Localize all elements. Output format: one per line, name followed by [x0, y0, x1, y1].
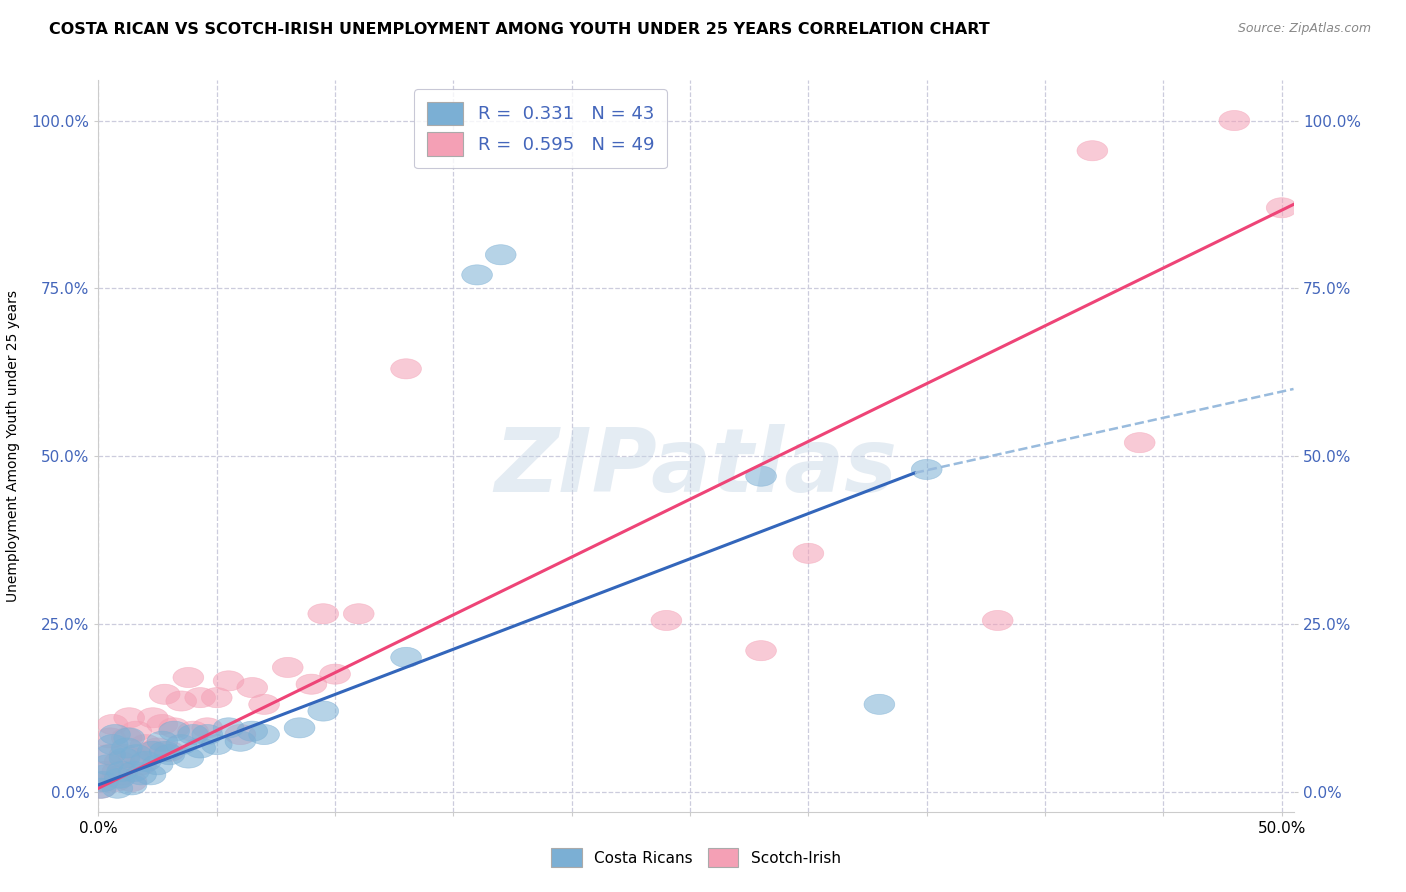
- Ellipse shape: [118, 748, 149, 768]
- Ellipse shape: [86, 778, 117, 798]
- Ellipse shape: [138, 707, 169, 728]
- Ellipse shape: [148, 731, 177, 751]
- Ellipse shape: [100, 772, 131, 791]
- Ellipse shape: [391, 648, 422, 667]
- Ellipse shape: [184, 738, 215, 758]
- Ellipse shape: [125, 755, 156, 775]
- Ellipse shape: [191, 724, 222, 745]
- Ellipse shape: [135, 741, 166, 762]
- Ellipse shape: [166, 734, 197, 755]
- Ellipse shape: [149, 684, 180, 705]
- Ellipse shape: [191, 718, 222, 738]
- Ellipse shape: [184, 688, 215, 707]
- Ellipse shape: [249, 694, 280, 714]
- Ellipse shape: [201, 688, 232, 707]
- Y-axis label: Unemployment Among Youth under 25 years: Unemployment Among Youth under 25 years: [6, 290, 20, 602]
- Ellipse shape: [297, 674, 326, 694]
- Ellipse shape: [461, 265, 492, 285]
- Ellipse shape: [131, 734, 162, 755]
- Ellipse shape: [97, 734, 128, 755]
- Ellipse shape: [86, 778, 117, 798]
- Ellipse shape: [94, 728, 125, 748]
- Ellipse shape: [149, 741, 180, 762]
- Ellipse shape: [485, 244, 516, 265]
- Ellipse shape: [111, 738, 142, 758]
- Ellipse shape: [166, 691, 197, 711]
- Ellipse shape: [90, 764, 121, 785]
- Ellipse shape: [308, 701, 339, 721]
- Ellipse shape: [93, 755, 124, 775]
- Ellipse shape: [111, 728, 142, 748]
- Ellipse shape: [155, 741, 184, 762]
- Ellipse shape: [983, 610, 1014, 631]
- Ellipse shape: [343, 604, 374, 624]
- Ellipse shape: [745, 640, 776, 661]
- Ellipse shape: [273, 657, 304, 678]
- Ellipse shape: [114, 728, 145, 748]
- Text: COSTA RICAN VS SCOTCH-IRISH UNEMPLOYMENT AMONG YOUTH UNDER 25 YEARS CORRELATION : COSTA RICAN VS SCOTCH-IRISH UNEMPLOYMENT…: [49, 22, 990, 37]
- Ellipse shape: [121, 745, 152, 764]
- Ellipse shape: [249, 724, 280, 745]
- Ellipse shape: [1125, 433, 1156, 453]
- Ellipse shape: [87, 772, 118, 791]
- Ellipse shape: [110, 748, 139, 768]
- Ellipse shape: [1077, 141, 1108, 161]
- Ellipse shape: [125, 764, 156, 785]
- Ellipse shape: [159, 718, 190, 738]
- Ellipse shape: [103, 762, 132, 781]
- Ellipse shape: [107, 764, 138, 785]
- Ellipse shape: [117, 775, 148, 795]
- Ellipse shape: [155, 745, 184, 764]
- Ellipse shape: [135, 764, 166, 785]
- Ellipse shape: [173, 667, 204, 688]
- Ellipse shape: [114, 707, 145, 728]
- Ellipse shape: [87, 772, 118, 791]
- Ellipse shape: [214, 671, 245, 691]
- Ellipse shape: [131, 751, 162, 772]
- Ellipse shape: [90, 762, 121, 781]
- Ellipse shape: [1267, 198, 1298, 218]
- Ellipse shape: [142, 755, 173, 775]
- Ellipse shape: [107, 762, 138, 781]
- Ellipse shape: [225, 731, 256, 751]
- Legend: Costa Ricans, Scotch-Irish: Costa Ricans, Scotch-Irish: [546, 842, 846, 873]
- Ellipse shape: [745, 467, 776, 486]
- Ellipse shape: [225, 724, 256, 745]
- Ellipse shape: [911, 459, 942, 480]
- Ellipse shape: [117, 772, 148, 791]
- Ellipse shape: [865, 694, 894, 714]
- Ellipse shape: [142, 738, 173, 758]
- Ellipse shape: [284, 718, 315, 738]
- Ellipse shape: [177, 721, 208, 741]
- Ellipse shape: [121, 721, 152, 741]
- Ellipse shape: [177, 724, 208, 745]
- Ellipse shape: [319, 664, 350, 684]
- Ellipse shape: [1219, 111, 1250, 130]
- Ellipse shape: [110, 745, 139, 764]
- Ellipse shape: [94, 745, 125, 764]
- Text: ZIPatlas: ZIPatlas: [495, 425, 897, 511]
- Ellipse shape: [103, 778, 132, 798]
- Ellipse shape: [173, 748, 204, 768]
- Ellipse shape: [118, 762, 149, 781]
- Ellipse shape: [104, 768, 135, 789]
- Ellipse shape: [100, 724, 131, 745]
- Ellipse shape: [651, 610, 682, 631]
- Ellipse shape: [148, 714, 177, 734]
- Ellipse shape: [201, 734, 232, 755]
- Text: Source: ZipAtlas.com: Source: ZipAtlas.com: [1237, 22, 1371, 36]
- Ellipse shape: [236, 678, 267, 698]
- Ellipse shape: [793, 543, 824, 564]
- Ellipse shape: [159, 721, 190, 741]
- Ellipse shape: [97, 714, 128, 734]
- Ellipse shape: [93, 745, 124, 764]
- Ellipse shape: [236, 721, 267, 741]
- Ellipse shape: [138, 741, 169, 762]
- Ellipse shape: [214, 718, 245, 738]
- Ellipse shape: [308, 604, 339, 624]
- Ellipse shape: [104, 751, 135, 772]
- Ellipse shape: [391, 359, 422, 379]
